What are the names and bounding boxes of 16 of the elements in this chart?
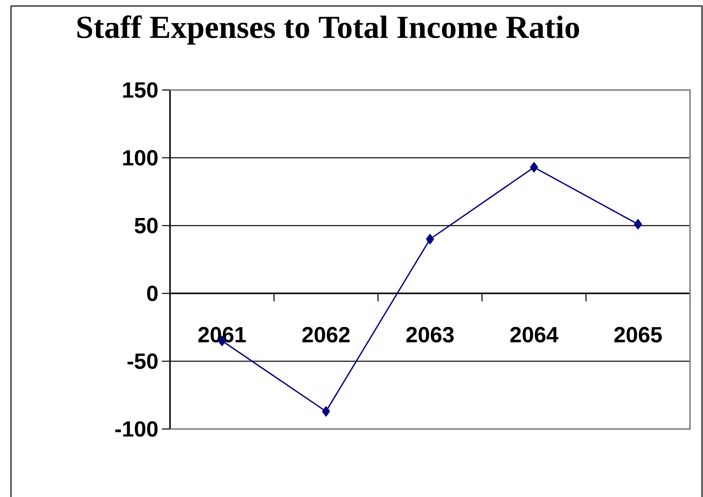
y-tick-label: 100 — [123, 150, 158, 166]
y-tick-label: -100 — [115, 421, 158, 437]
x-tick-label: 2063 — [406, 326, 454, 343]
point — [634, 219, 642, 230]
x-tick-label: 2061 — [198, 326, 246, 342]
y-tick-label: 150 — [123, 82, 158, 98]
y-tick-label: 0 — [147, 286, 158, 302]
point — [530, 162, 538, 172]
x-tick-label: 2065 — [614, 326, 662, 342]
point — [426, 234, 434, 244]
point — [322, 406, 330, 417]
x-tick-label: 2062 — [302, 326, 350, 342]
x-tick-label: 2064 — [510, 326, 558, 342]
y-tick-label: 50 — [134, 218, 158, 234]
chart-title: Staff Expenses to Total Income Ratio — [77, 15, 580, 45]
y-tick-label: -50 — [128, 353, 158, 369]
